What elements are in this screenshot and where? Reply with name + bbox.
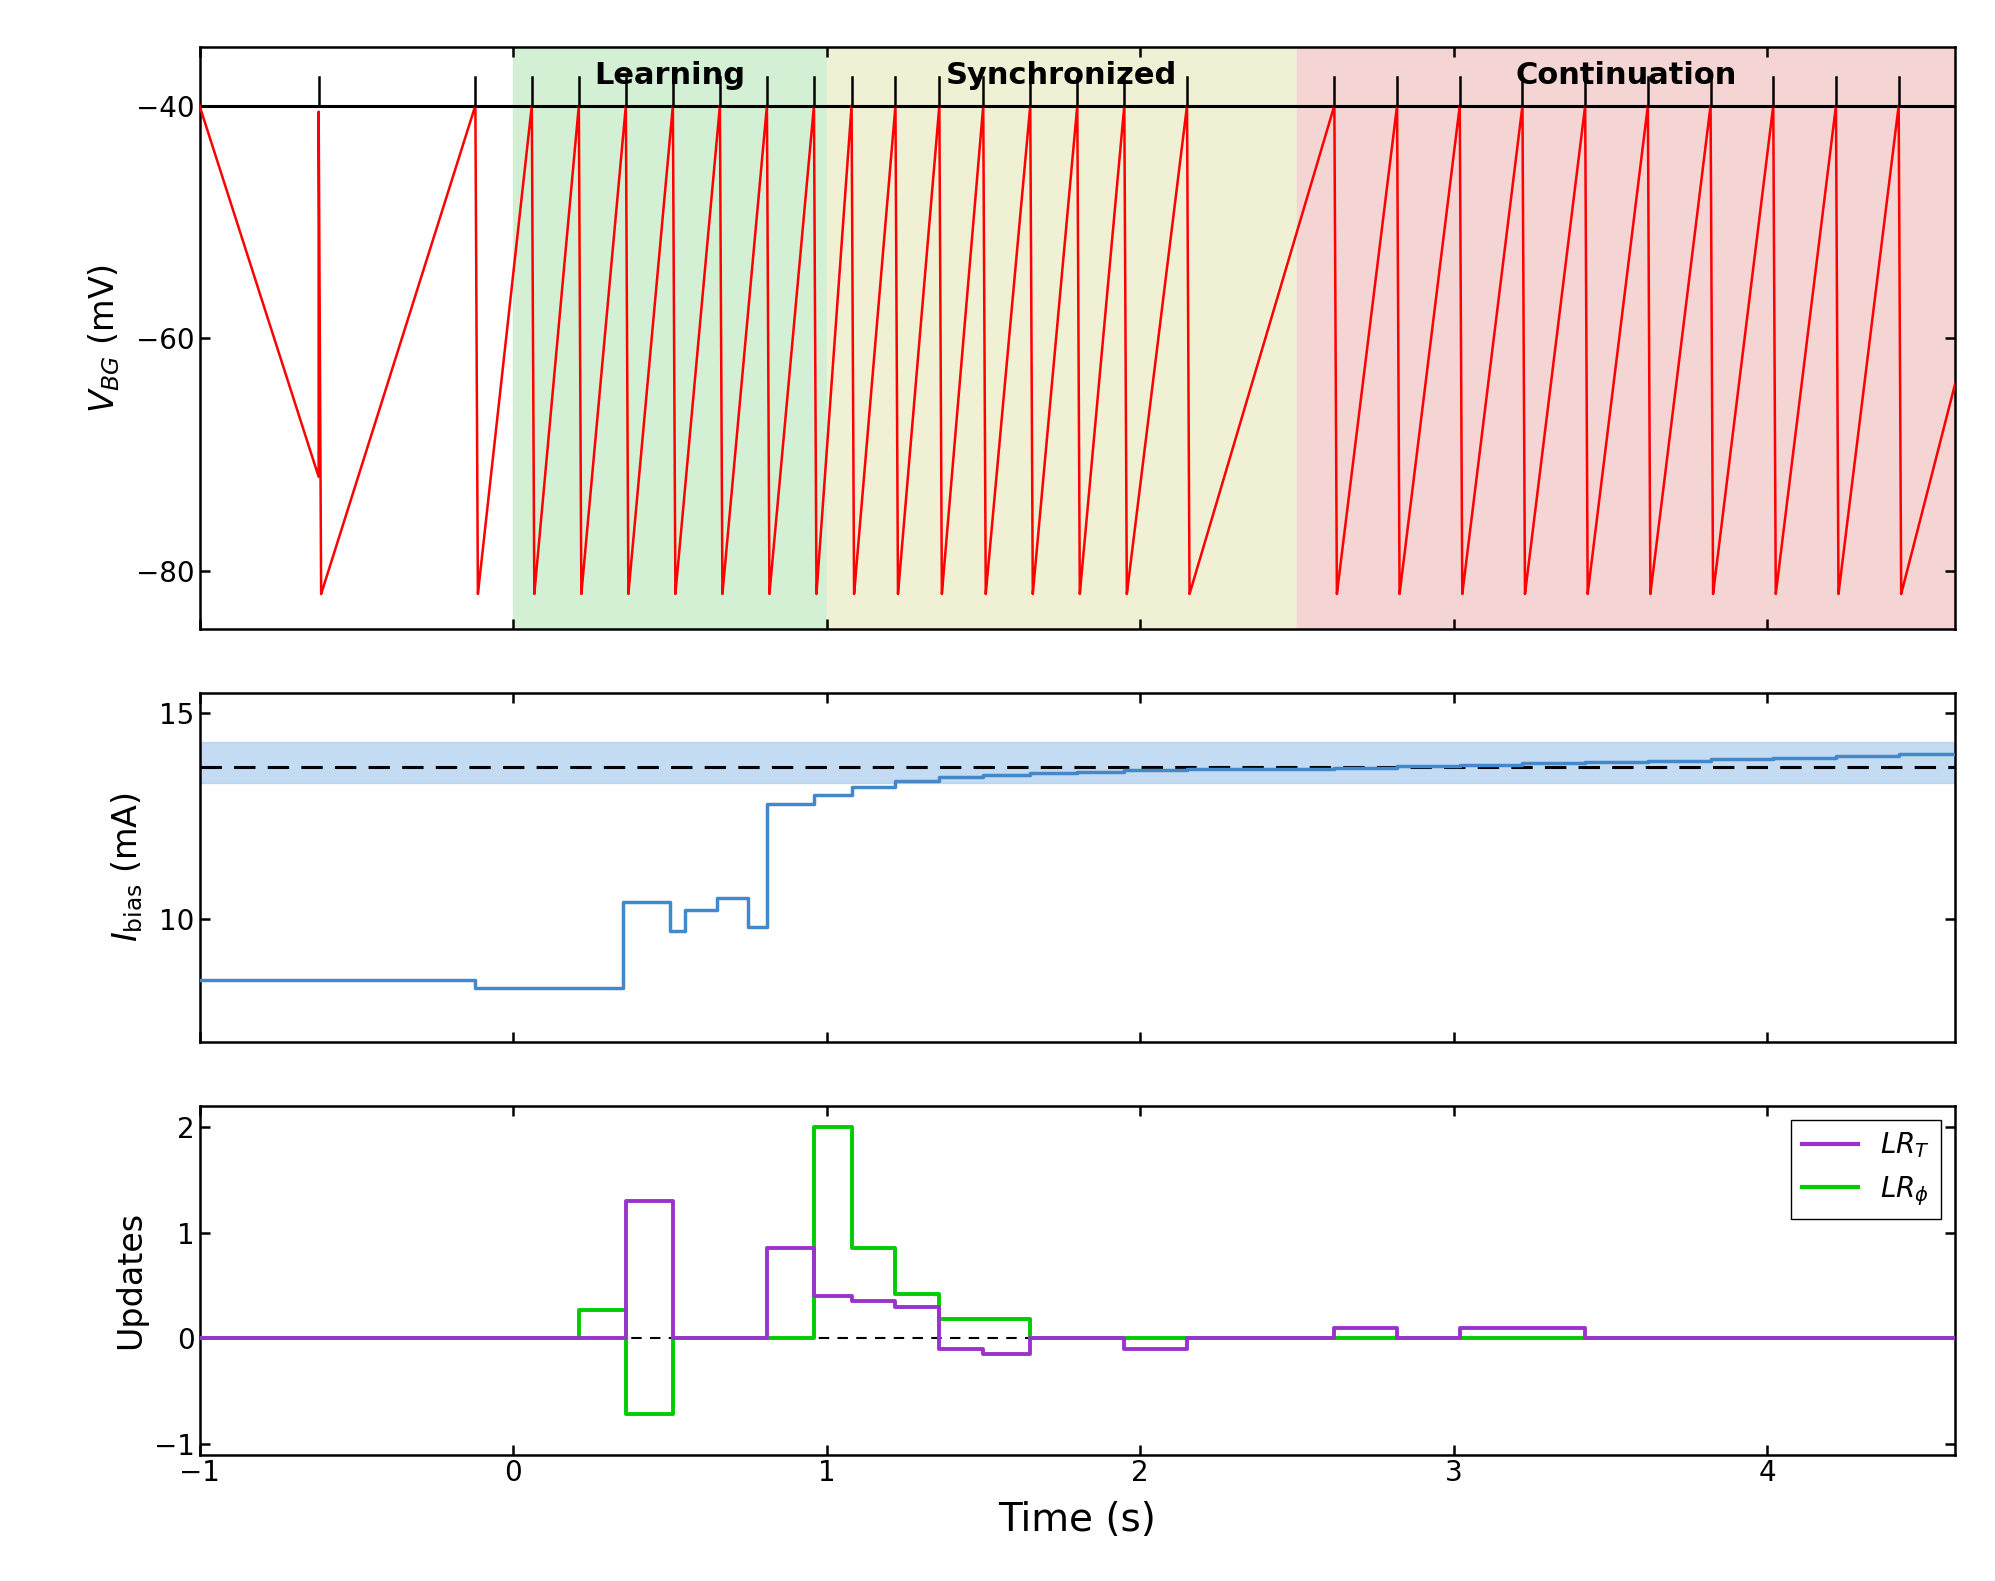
Y-axis label: Updates: Updates	[114, 1211, 148, 1349]
Bar	[826, 47, 1297, 629]
Text: Learning: Learning	[595, 62, 746, 90]
Bar	[513, 47, 826, 629]
X-axis label: Time (s): Time (s)	[998, 1502, 1157, 1540]
Y-axis label: $I_{\mathrm{bias}}$ (mA): $I_{\mathrm{bias}}$ (mA)	[110, 792, 146, 942]
Bar	[200, 741, 1955, 783]
Text: Continuation: Continuation	[1516, 62, 1736, 90]
Text: Synchronized: Synchronized	[946, 62, 1177, 90]
Bar	[1297, 47, 1955, 629]
Legend: $LR_T$, $LR_\phi$: $LR_T$, $LR_\phi$	[1792, 1119, 1941, 1219]
Y-axis label: $V_{BG}$ (mV): $V_{BG}$ (mV)	[86, 264, 122, 413]
